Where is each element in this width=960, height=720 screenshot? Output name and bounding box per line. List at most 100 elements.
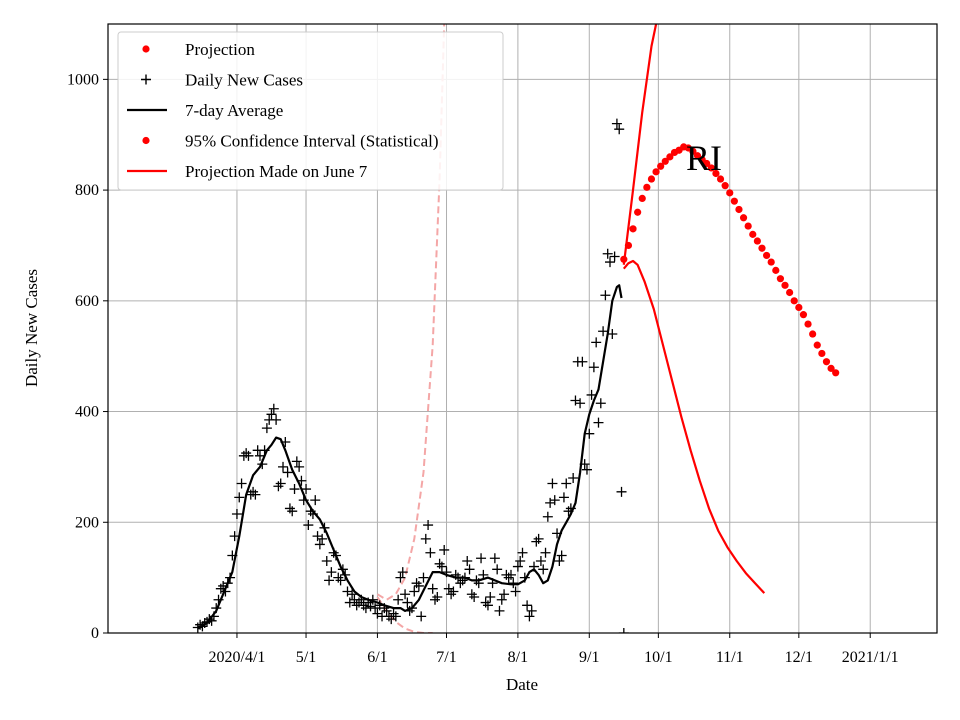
case-point (301, 484, 312, 495)
case-point (280, 436, 291, 447)
case-point (505, 569, 516, 580)
legend: Projection Daily New Cases 7-day Average 95… (117, 31, 504, 191)
case-point (356, 594, 367, 605)
case-point (575, 398, 586, 409)
projection-point (638, 194, 646, 202)
case-point (524, 611, 535, 622)
y-tick-label: 800 (75, 182, 99, 199)
case-point (208, 611, 219, 622)
case-point (310, 495, 321, 506)
projection-point (762, 251, 771, 260)
projection-point (652, 168, 660, 176)
projection-point (818, 349, 826, 358)
projection-point (657, 162, 665, 170)
case-point (337, 564, 348, 575)
projection-point (753, 237, 761, 245)
series-line-projection-made-on-june-7 (622, 259, 766, 594)
case-point (317, 533, 328, 544)
case-point (340, 569, 351, 580)
case-point (462, 556, 473, 567)
projection-point (620, 255, 628, 263)
projection-point (730, 197, 738, 205)
x-tick-label: 11/1 (716, 649, 744, 666)
projection-point (707, 164, 715, 172)
case-point (416, 611, 427, 622)
projection-point (643, 183, 651, 191)
case-point (326, 567, 337, 578)
x-axis-title: Date (506, 675, 538, 694)
projection-point (629, 225, 637, 233)
case-point (494, 605, 505, 616)
case-point (565, 503, 576, 514)
case-point (616, 486, 627, 497)
x-tick-label: 2020/4/1 (209, 649, 266, 666)
legend-label: Projection (185, 40, 255, 59)
case-point (547, 478, 558, 489)
case-point (602, 248, 613, 259)
case-point (487, 578, 498, 589)
projection-point (647, 175, 656, 183)
case-point (577, 356, 588, 367)
case-point (517, 547, 528, 558)
case-point (314, 539, 325, 550)
projection-point (786, 288, 794, 297)
projection-point (712, 169, 720, 178)
case-point (489, 553, 500, 564)
projection-point (776, 275, 785, 283)
case-point (588, 362, 599, 373)
projection-point (661, 157, 669, 165)
state-annotation: RI (686, 138, 722, 178)
case-point (508, 578, 519, 589)
case-point (257, 459, 268, 470)
case-point (600, 290, 611, 301)
legend-box (117, 31, 504, 191)
x-tick-label: 8/1 (508, 649, 528, 666)
case-point (436, 561, 447, 572)
case-point (413, 580, 424, 591)
x-tick-label: 10/1 (644, 649, 672, 666)
legend-label: 7-day Average (185, 101, 283, 120)
projection-point (716, 175, 725, 183)
case-point (330, 550, 341, 561)
case-point (595, 398, 606, 409)
case-point (409, 586, 420, 597)
case-point (254, 450, 265, 461)
case-point (213, 594, 224, 605)
series-line-95-confidence-interval-statistical-upper (622, 24, 658, 265)
case-point (234, 492, 245, 503)
projection-point (749, 230, 757, 238)
projection-point (813, 341, 821, 349)
case-point (591, 337, 602, 348)
legend-label: Projection Made on June 7 (185, 162, 368, 181)
case-point (287, 506, 298, 517)
case-point (259, 445, 270, 456)
case-point (250, 489, 261, 500)
case-point (579, 459, 590, 470)
case-point (618, 628, 629, 633)
case-point (512, 561, 523, 572)
projection-point (822, 358, 831, 366)
case-point (268, 403, 279, 414)
case-point (607, 329, 618, 340)
case-point (526, 605, 537, 616)
case-point (482, 600, 493, 611)
case-point (261, 423, 272, 434)
case-point (425, 547, 436, 558)
case-point (222, 578, 233, 589)
projection-point (666, 153, 674, 161)
case-point (581, 464, 592, 475)
projection-point (832, 369, 840, 377)
legend-label: Daily New Cases (185, 71, 303, 90)
case-point (321, 556, 332, 567)
x-tick-label: 7/1 (436, 649, 456, 666)
x-tick-label: 2021/1/1 (842, 649, 899, 666)
case-point (206, 615, 217, 626)
case-point (515, 556, 526, 567)
case-point (236, 478, 247, 489)
case-point (554, 556, 565, 567)
case-point (393, 594, 404, 605)
projection-point (827, 364, 835, 372)
case-point (598, 326, 609, 337)
case-point (549, 495, 560, 506)
legend-label: 95% Confidence Interval (Statistical) (185, 132, 439, 151)
